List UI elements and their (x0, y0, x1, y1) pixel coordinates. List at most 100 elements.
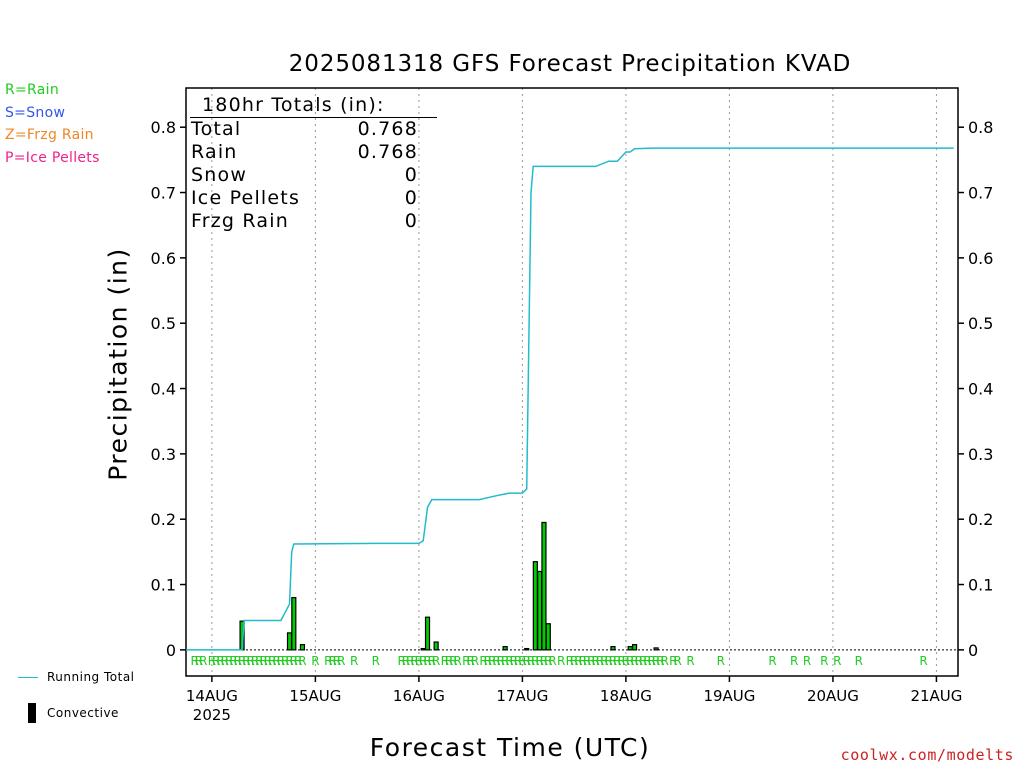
totals-row-frzg-rain: Frzg Rain 0 (190, 210, 430, 233)
y-tick-label-right: 0.6 (968, 249, 993, 268)
precip-type-code: R (544, 654, 552, 668)
y-tick-label-left: 0.8 (151, 118, 176, 137)
precip-type-code: R (328, 654, 336, 668)
precip-type-code: R (466, 654, 474, 668)
precip-type-code: R (216, 654, 224, 668)
precip-type-code: R (604, 654, 612, 668)
totals-label: Ice Pellets (191, 187, 301, 209)
precip-type-code: R (790, 654, 798, 668)
precip-type-code: R (234, 654, 242, 668)
precip-type-code: R (643, 654, 651, 668)
convective-bar (537, 570, 543, 651)
precip-type-code: R (622, 654, 630, 668)
precip-type-code: R (372, 654, 380, 668)
precip-type-code: R (492, 654, 500, 668)
totals-row-total: Total 0.768 (190, 118, 430, 141)
precip-type-code: R (617, 654, 625, 668)
totals-label: Total (191, 118, 242, 140)
precip-type-code: R (221, 654, 229, 668)
y-tick-label-left: 0.2 (151, 510, 176, 529)
precip-type-code: R (471, 654, 479, 668)
totals-value: 0 (404, 187, 418, 209)
precip-type-code: R (479, 654, 487, 668)
totals-label: Frzg Rain (191, 210, 289, 232)
precip-type-code: R (626, 654, 634, 668)
precip-type-code: R (247, 654, 255, 668)
precip-type-code: R (600, 654, 608, 668)
precip-type-code: R (548, 654, 556, 668)
convective-bar (299, 644, 306, 651)
precip-type-legend-item: Z=Frzg Rain (5, 127, 94, 143)
y-tick-label-right: 0.4 (968, 380, 993, 399)
precip-type-code: R (768, 654, 776, 668)
x-tick-label: 17AUG (496, 687, 548, 705)
y-tick-label-right: 0.2 (968, 510, 993, 529)
precip-type-code: R (406, 654, 414, 668)
x-tick-label: 19AUG (703, 687, 755, 705)
x-tick-sublabel: 2025 (193, 706, 231, 724)
precip-type-code: R (454, 654, 462, 668)
precip-type-code: R (484, 654, 492, 668)
precip-type-code: R (419, 654, 427, 668)
y-tick-label-right: 0 (968, 641, 978, 660)
precip-type-code: R (635, 654, 643, 668)
precip-type-code: R (264, 654, 272, 668)
convective-bar (627, 645, 633, 651)
precip-type-code: R (669, 654, 677, 668)
precip-type-code: R (337, 654, 345, 668)
precip-type-code: R (535, 654, 543, 668)
y-tick-label-right: 0.7 (968, 184, 993, 203)
precip-type-legend-item: R=Rain (5, 82, 60, 98)
precip-type-code: R (333, 654, 341, 668)
totals-row-snow: Snow 0 (190, 164, 430, 187)
precip-type-code: R (423, 654, 431, 668)
precip-type-code: R (311, 654, 319, 668)
x-tick-label: 18AUG (600, 687, 652, 705)
precip-type-code: R (613, 654, 621, 668)
precip-type-code: R (281, 654, 289, 668)
plot-frame (185, 87, 959, 677)
precip-type-code: R (501, 654, 509, 668)
precip-type-code: R (820, 654, 828, 668)
precip-type-code: R (445, 654, 453, 668)
precip-type-legend-item: P=Ice Pellets (5, 149, 100, 166)
running-total-key-swatch (18, 677, 38, 678)
convective-bar (286, 632, 293, 651)
precip-type-code: R (557, 654, 565, 668)
x-tick-label: 20AUG (807, 687, 859, 705)
precip-type-code: R (540, 654, 548, 668)
precip-type-code: R (648, 654, 656, 668)
convective-bar (291, 596, 297, 651)
x-tick-label: 21AUG (910, 687, 962, 705)
precip-type-code: R (488, 654, 496, 668)
precip-type-code: R (652, 654, 660, 668)
precip-type-code: R (432, 654, 440, 668)
precip-type-code: R (268, 654, 276, 668)
precip-type-code: R (583, 654, 591, 668)
totals-value: 0 (404, 164, 418, 186)
precip-type-code: R (514, 654, 522, 668)
precip-type-code: R (428, 654, 436, 668)
y-tick-label-right: 0.8 (968, 118, 993, 137)
precip-type-code: R (397, 654, 405, 668)
precip-type-code: R (449, 654, 457, 668)
precip-type-code: R (639, 654, 647, 668)
y-tick-label-left: 0.5 (151, 314, 176, 333)
precip-type-code: R (238, 654, 246, 668)
precip-type-code: R (510, 654, 518, 668)
precip-type-code: R (686, 654, 694, 668)
y-tick-label-left: 0.6 (151, 249, 176, 268)
precip-type-code: R (497, 654, 505, 668)
precip-type-code: R (402, 654, 410, 668)
y-tick-label-left: 0.4 (151, 380, 176, 399)
totals-value: 0 (404, 210, 418, 232)
precip-type-code: R (566, 654, 574, 668)
precip-type-code: R (350, 654, 358, 668)
precip-type-code: R (919, 654, 927, 668)
site-credit[interactable]: coolwx.com/modelts (840, 746, 1014, 764)
y-tick-label-left: 0.3 (151, 445, 176, 464)
precip-type-code: R (855, 654, 863, 668)
totals-box: 180hr Totals (in): Total 0.768 Rain 0.76… (190, 93, 437, 233)
precip-type-code: R (415, 654, 423, 668)
